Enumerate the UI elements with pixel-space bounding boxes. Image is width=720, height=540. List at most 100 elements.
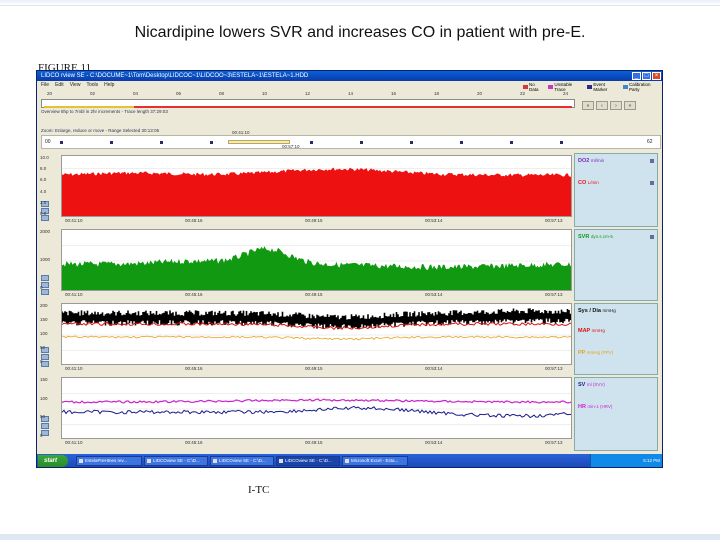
nav-last-button[interactable]: » — [624, 101, 636, 110]
y-tick-label: 10.0 — [40, 155, 49, 160]
chart-zoom-out-button[interactable] — [41, 423, 49, 429]
chart-side-buttons — [41, 347, 49, 368]
zoom-range-handle[interactable] — [228, 140, 290, 144]
pressure-y-axis: 200 150 100 50 0 — [37, 303, 61, 365]
param-co[interactable]: CO L/min — [578, 180, 599, 186]
hr-sv-chart[interactable] — [61, 377, 572, 439]
menu-view[interactable]: View — [69, 82, 81, 88]
overview-timeline[interactable] — [41, 99, 575, 108]
zoom-left-value: 00 — [45, 139, 51, 145]
time-tick-label: 00:49:15 — [305, 218, 323, 223]
zoom-marker[interactable] — [110, 141, 113, 144]
chart-zoom-in-button[interactable] — [41, 416, 49, 422]
overview-info: Overview 8hp to 7mbl in 2hr increments -… — [41, 109, 168, 114]
panel-co: DO2 ml/min CO L/min — [574, 153, 658, 227]
chart-side-buttons — [41, 275, 49, 296]
timeline-tick-label: 20 — [477, 91, 483, 96]
zoom-marker[interactable] — [210, 141, 213, 144]
param-toggle-icon[interactable] — [650, 159, 654, 163]
menu-help[interactable]: Help — [104, 82, 115, 88]
y-tick-label: 0.0 — [40, 211, 47, 216]
nav-next-button[interactable]: › — [610, 101, 622, 110]
zoom-marker[interactable] — [560, 141, 563, 144]
close-button[interactable]: × — [652, 72, 661, 80]
y-tick-label: 4.0 — [40, 188, 47, 194]
timeline-tick-label: 02 — [90, 91, 96, 96]
zoom-marker[interactable] — [160, 141, 163, 144]
param-map[interactable]: MAP mmHg — [578, 328, 605, 334]
zoom-marker[interactable] — [360, 141, 363, 144]
param-svr[interactable]: SVR dyn.s.cm-5 — [578, 234, 613, 240]
pp-trace — [62, 335, 571, 341]
menu-edit[interactable]: Edit — [55, 82, 64, 88]
timeline-tick-label: 24 — [563, 91, 569, 96]
co-trace-plot — [62, 167, 571, 216]
y-tick-label: 0 — [40, 285, 43, 290]
hr-trace — [62, 405, 571, 419]
legend-swatch — [548, 85, 554, 89]
y-tick-label: 2.0 — [40, 199, 47, 205]
taskbar-window-button-active[interactable]: LIDCOview SE - C:\D... — [276, 456, 340, 466]
start-button[interactable]: start — [38, 455, 68, 467]
chart-zoom-out-button[interactable] — [41, 208, 49, 214]
zoom-marker[interactable] — [60, 141, 63, 144]
zoom-marker[interactable] — [310, 141, 313, 144]
legend-swatch — [587, 85, 593, 89]
svr-area — [62, 246, 571, 290]
param-hr[interactable]: HR min-1 (HRV) — [578, 404, 612, 410]
menu-tools[interactable]: Tools — [86, 82, 99, 88]
param-sv[interactable]: SV ml (SVV) — [578, 382, 605, 388]
pressure-chart[interactable] — [61, 303, 572, 365]
co-chart[interactable] — [61, 155, 572, 217]
param-unit: ml (SVV) — [586, 382, 605, 387]
legend-label: Event Marker — [593, 82, 608, 92]
svr-chart[interactable] — [61, 229, 572, 291]
legend-item: Event Marker — [587, 82, 620, 92]
zoom-marker[interactable] — [460, 141, 463, 144]
zoom-bar[interactable]: 00 00:41:10 00:57:10 62 — [41, 130, 661, 149]
timeline-tick-label: 22 — [520, 91, 526, 96]
minimize-button[interactable]: _ — [632, 72, 641, 80]
chart-zoom-in-button[interactable] — [41, 347, 49, 353]
zoom-marker[interactable] — [510, 141, 513, 144]
taskbar-window-button[interactable]: Microsoft Excel - Esta... — [342, 456, 408, 466]
chart-zoom-out-button[interactable] — [41, 354, 49, 360]
window-controls: _ □ × — [632, 71, 662, 81]
param-do2[interactable]: DO2 ml/min — [578, 158, 604, 164]
window-titlebar: LIDCO rview SE - C:\DOCUME~1\Tom\Desktop… — [37, 71, 662, 81]
zoom-time-start: 00:41:10 — [232, 130, 250, 135]
taskbar-window-button[interactable]: LIDCOview SE - C:\D... — [144, 456, 208, 466]
nav-prev-button[interactable]: ‹ — [596, 101, 608, 110]
chart-zoom-out-button[interactable] — [41, 282, 49, 288]
param-sys-dia[interactable]: Sys / Dia mmHg — [578, 308, 616, 314]
nav-first-button[interactable]: « — [582, 101, 594, 110]
menu-file[interactable]: File — [41, 82, 50, 88]
status-legend: No Data Unstable Trace Event Marker Cali… — [523, 82, 662, 92]
param-pp[interactable]: PP mmHg (PPV) — [578, 350, 613, 356]
param-toggle-icon[interactable] — [650, 181, 654, 185]
timeline-selected-range[interactable] — [44, 106, 134, 108]
time-tick-label: 00:45:16 — [185, 292, 203, 297]
chart-settings-button[interactable] — [41, 289, 49, 295]
chart-zoom-in-button[interactable] — [41, 201, 49, 207]
y-tick-label: 1000 — [40, 257, 51, 262]
time-tick-label: 00:53:14 — [425, 366, 443, 371]
maximize-button[interactable]: □ — [642, 72, 651, 80]
zoom-marker[interactable] — [410, 141, 413, 144]
svr-y-axis: 2000 1000 0 — [37, 229, 61, 291]
chart-side-buttons — [41, 201, 49, 222]
chart-settings-button[interactable] — [41, 361, 49, 367]
co-y-axis: 10.0 8.0 6.0 4.0 2.0 0.0 — [37, 155, 61, 217]
taskbar-window-button[interactable]: LIDCOview SE - C:\D... — [210, 456, 274, 466]
param-unit: mmHg — [591, 328, 605, 333]
taskbar-window-button[interactable]: EstelaPreHtnes rev... — [76, 456, 142, 466]
chart-zoom-in-button[interactable] — [41, 275, 49, 281]
co-area — [62, 167, 571, 216]
param-toggle-icon[interactable] — [650, 235, 654, 239]
time-tick-label: 00:57:13 — [545, 218, 563, 223]
chart-settings-button[interactable] — [41, 215, 49, 221]
param-unit: min-1 (HRV) — [587, 404, 613, 409]
chart-settings-button[interactable] — [41, 430, 49, 436]
hr-sv-trace-plot — [62, 393, 571, 425]
slide-title: Nicardipine lowers SVR and increases CO … — [134, 24, 586, 41]
